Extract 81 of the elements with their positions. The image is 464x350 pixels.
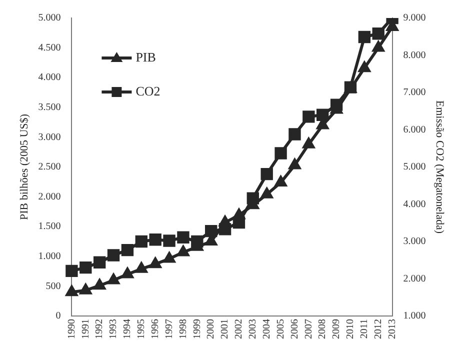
x-tick-label: 2013 (386, 319, 398, 339)
y2-tick-label: 7.000 (403, 87, 426, 98)
x-tick-label: 2009 (331, 319, 342, 339)
x-tick-label: 1997 (164, 319, 175, 339)
point (288, 128, 301, 140)
y-tick-label: 1.000 (38, 251, 61, 262)
point (93, 256, 106, 268)
point (136, 262, 148, 273)
x-tick-label: 1991 (80, 319, 92, 339)
point (177, 231, 190, 244)
x-tick-label: 2005 (275, 319, 286, 339)
y2-tick-label: 2.000 (403, 273, 426, 284)
x-tick-label: 1996 (150, 319, 161, 339)
x-tick-label: 1995 (136, 319, 148, 339)
point (66, 264, 78, 278)
point (177, 246, 190, 256)
point (80, 261, 92, 274)
point (261, 188, 273, 198)
point (274, 147, 287, 160)
x-tick-label: 2006 (289, 319, 300, 339)
x-tick-label: 1999 (192, 319, 203, 339)
point (150, 258, 162, 268)
y-tick-label: 1.500 (38, 221, 61, 232)
point (372, 41, 384, 52)
y-axis-title: PIB bilhões (2005 US$) (18, 114, 30, 220)
y-tick-label: 2.500 (38, 162, 61, 173)
y2-tick-label: 4.000 (403, 198, 426, 210)
y2-tick-label: 6.000 (403, 124, 426, 136)
point (135, 235, 148, 248)
point (358, 62, 370, 72)
y2-axis-title: Emissão CO2 (Megatonelada) (434, 100, 446, 234)
point (163, 234, 176, 247)
y2-tick-label: 9.000 (403, 12, 426, 24)
point (122, 268, 134, 278)
x-tick-label: 1994 (122, 319, 134, 339)
point (274, 176, 287, 186)
legend-label: PIB (136, 49, 156, 64)
x-tick-label: 2007 (303, 319, 314, 339)
x-tick-label: 1993 (108, 319, 120, 339)
point (149, 234, 162, 246)
point (94, 279, 106, 290)
x-tick-label: 2011 (359, 319, 370, 339)
y2-tick-label: 1.000 (403, 310, 426, 322)
legend-label: CO2 (136, 83, 160, 98)
y-tick-label: 2.000 (38, 191, 61, 202)
x-tick-label: 2001 (220, 319, 231, 339)
point (219, 216, 231, 226)
x-tick-label: 1998 (178, 319, 189, 339)
x-tick-label: 2004 (261, 319, 272, 339)
x-tick-label: 1992 (94, 319, 106, 339)
y2-tick-label: 3.000 (403, 236, 426, 248)
point (66, 286, 78, 296)
point (302, 138, 314, 148)
y-tick-label: 3.500 (38, 102, 61, 114)
x-tick-label: 2002 (234, 319, 245, 339)
y2-tick-label: 8.000 (403, 50, 426, 61)
y-tick-label: 500 (46, 280, 61, 292)
point (316, 108, 329, 121)
x-tick-label: 2003 (248, 319, 259, 339)
point (302, 110, 315, 123)
point (107, 249, 120, 262)
point (163, 252, 176, 263)
x-tick-label: 2012 (372, 319, 384, 339)
y-tick-label: 3.000 (38, 132, 61, 143)
y-tick-label: 5.000 (38, 12, 61, 24)
y-tick-label: 0 (56, 310, 61, 322)
point (358, 30, 371, 44)
x-tick-label: 1990 (66, 319, 78, 339)
point (372, 28, 384, 40)
y-tick-label: 4.500 (38, 42, 61, 54)
x-tick-label: 2010 (345, 319, 356, 339)
point (233, 208, 245, 220)
x-tick-label: 2000 (206, 319, 217, 339)
point (288, 158, 301, 170)
x-tick-label: 2008 (317, 319, 328, 339)
point (80, 284, 92, 294)
point (260, 168, 273, 180)
y2-tick-label: 5.000 (403, 162, 426, 173)
point (121, 244, 134, 256)
y-tick-label: 4.000 (38, 72, 61, 84)
point (108, 274, 120, 284)
